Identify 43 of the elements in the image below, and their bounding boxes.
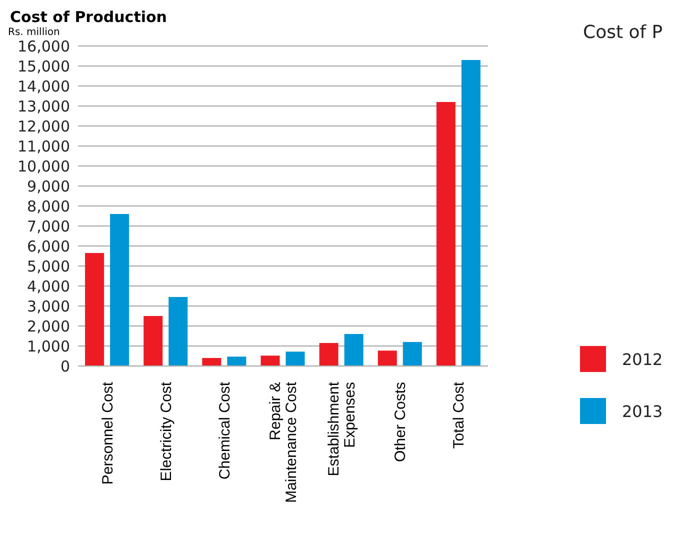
legend-label: 2012: [622, 350, 663, 368]
bar: [286, 352, 305, 366]
y-tick-label: 7,000: [27, 217, 70, 236]
bar: [144, 316, 163, 366]
bar: [378, 350, 397, 366]
y-tick-label: 16,000: [18, 37, 70, 56]
bar: [260, 356, 280, 366]
y-tick-label: 11,000: [18, 137, 70, 156]
x-tick-label: Total Cost: [450, 381, 468, 449]
bar: [202, 358, 222, 366]
x-tick-label: Personnel Cost: [99, 381, 116, 485]
y-tick-label: 12,000: [18, 117, 70, 136]
bar: [436, 102, 456, 366]
text: Cost of P: [583, 22, 663, 43]
x-tick-label: Repair & Maintenance Cost: [267, 381, 300, 503]
y-tick-label: 4,000: [27, 277, 70, 296]
bar: [461, 60, 480, 366]
bar: [85, 253, 104, 366]
y-tick-label: 8,000: [27, 197, 70, 216]
bar: [344, 334, 364, 366]
y-tick-label: 0: [60, 357, 70, 376]
bar: [402, 342, 422, 366]
bar: [110, 214, 130, 366]
chart-title: Cost of Production: [10, 8, 167, 26]
y-tick-label: 2,000: [27, 317, 70, 336]
bar: [319, 343, 338, 366]
y-tick-label: 6,000: [27, 237, 70, 256]
x-tick-label: Establishment Expenses: [326, 381, 359, 476]
y-tick-label: 3,000: [27, 297, 70, 316]
bar: [227, 356, 246, 366]
y-tick-label: 5,000: [27, 257, 70, 276]
y-tick-label: 15,000: [18, 57, 70, 76]
y-axis-title: Rs. million: [8, 27, 60, 39]
y-tick-label: 10,000: [18, 157, 70, 176]
x-tick-label: Other Costs: [392, 382, 410, 462]
bar: [168, 297, 188, 366]
x-tick-label: Electricity Cost: [158, 381, 175, 482]
legend-label: 2013: [622, 402, 663, 420]
y-tick-label: 1,000: [27, 337, 70, 356]
x-tick-label: Chemical Cost: [216, 381, 234, 480]
y-tick-label: 14,000: [18, 77, 70, 96]
y-tick-label: 13,000: [18, 97, 70, 116]
y-tick-label: 9,000: [27, 177, 70, 196]
